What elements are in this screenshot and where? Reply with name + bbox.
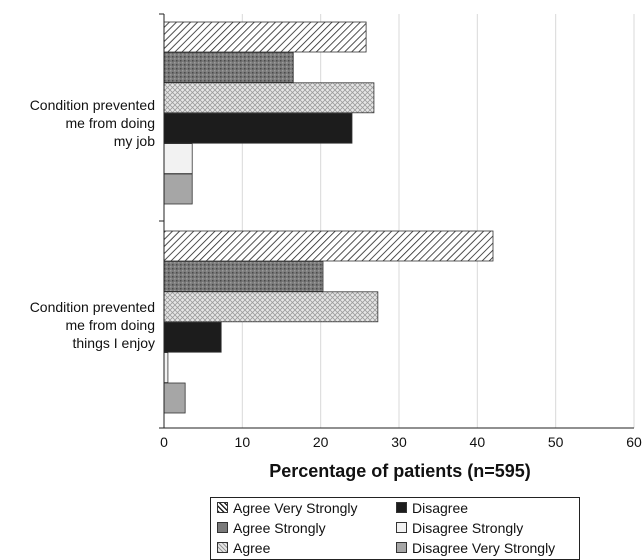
axes	[159, 13, 634, 429]
bar-disagree-very-strongly-1	[163, 173, 193, 205]
bar-agree-very-strongly-2	[163, 230, 494, 262]
bars	[163, 21, 494, 414]
bar-disagree-very-strongly-2	[163, 382, 186, 414]
bar-agree-2	[163, 291, 379, 323]
legend-swatch	[217, 522, 228, 533]
bar-agree-very-strongly-1	[163, 21, 367, 53]
legend-label: Agree Strongly	[233, 520, 326, 536]
x-tick-labels: 0 10 20 30 40 50 60	[160, 434, 642, 450]
category-label-line: my job	[113, 133, 155, 149]
legend-swatch	[396, 522, 407, 533]
x-tick-label: 50	[548, 434, 564, 450]
bar-disagree-1	[163, 112, 353, 144]
x-tick-label: 60	[626, 434, 642, 450]
legend-label: Disagree	[412, 500, 469, 516]
x-tick-label: 0	[160, 434, 168, 450]
legend-label: Agree	[233, 540, 271, 556]
x-tick-label: 40	[470, 434, 486, 450]
legend: Agree Very Strongly Disagree Agree Strongl…	[210, 497, 580, 560]
category-label-line: me from doing	[65, 115, 155, 131]
x-tick-label: 30	[391, 434, 407, 450]
x-axis-label: Percentage of patients (n=595)	[269, 461, 531, 481]
x-tick-label: 20	[313, 434, 329, 450]
legend-label: Disagree Strongly	[412, 520, 524, 536]
legend-swatch	[396, 502, 407, 513]
x-tick-label: 10	[235, 434, 251, 450]
bar-disagree-2	[163, 321, 222, 353]
legend-swatch	[217, 502, 228, 513]
legend-label: Disagree Very Strongly	[412, 540, 556, 556]
bar-chart: 0 10 20 30 40 50 60 Percentage of patients (n=…	[159, 13, 642, 481]
bar-disagree-strongly-2	[163, 352, 169, 384]
gridlines	[241, 14, 635, 428]
category-label-line: things I enjoy	[72, 335, 156, 351]
category-label-line: me from doing	[65, 317, 155, 333]
legend-swatch	[217, 542, 228, 553]
category-label-line: Condition prevented	[29, 299, 155, 315]
bar-agree-1	[163, 82, 375, 114]
bar-agree-strongly-2	[163, 260, 324, 292]
bar-agree-strongly-1	[163, 52, 294, 83]
legend-label: Agree Very Strongly	[233, 500, 358, 516]
legend-swatch	[396, 542, 407, 553]
category-label: Condition prevented me from doing my job	[0, 96, 155, 150]
category-label: Condition prevented me from doing things I…	[0, 298, 155, 352]
category-label-line: Condition prevented	[29, 97, 155, 113]
bar-disagree-strongly-1	[163, 143, 193, 175]
